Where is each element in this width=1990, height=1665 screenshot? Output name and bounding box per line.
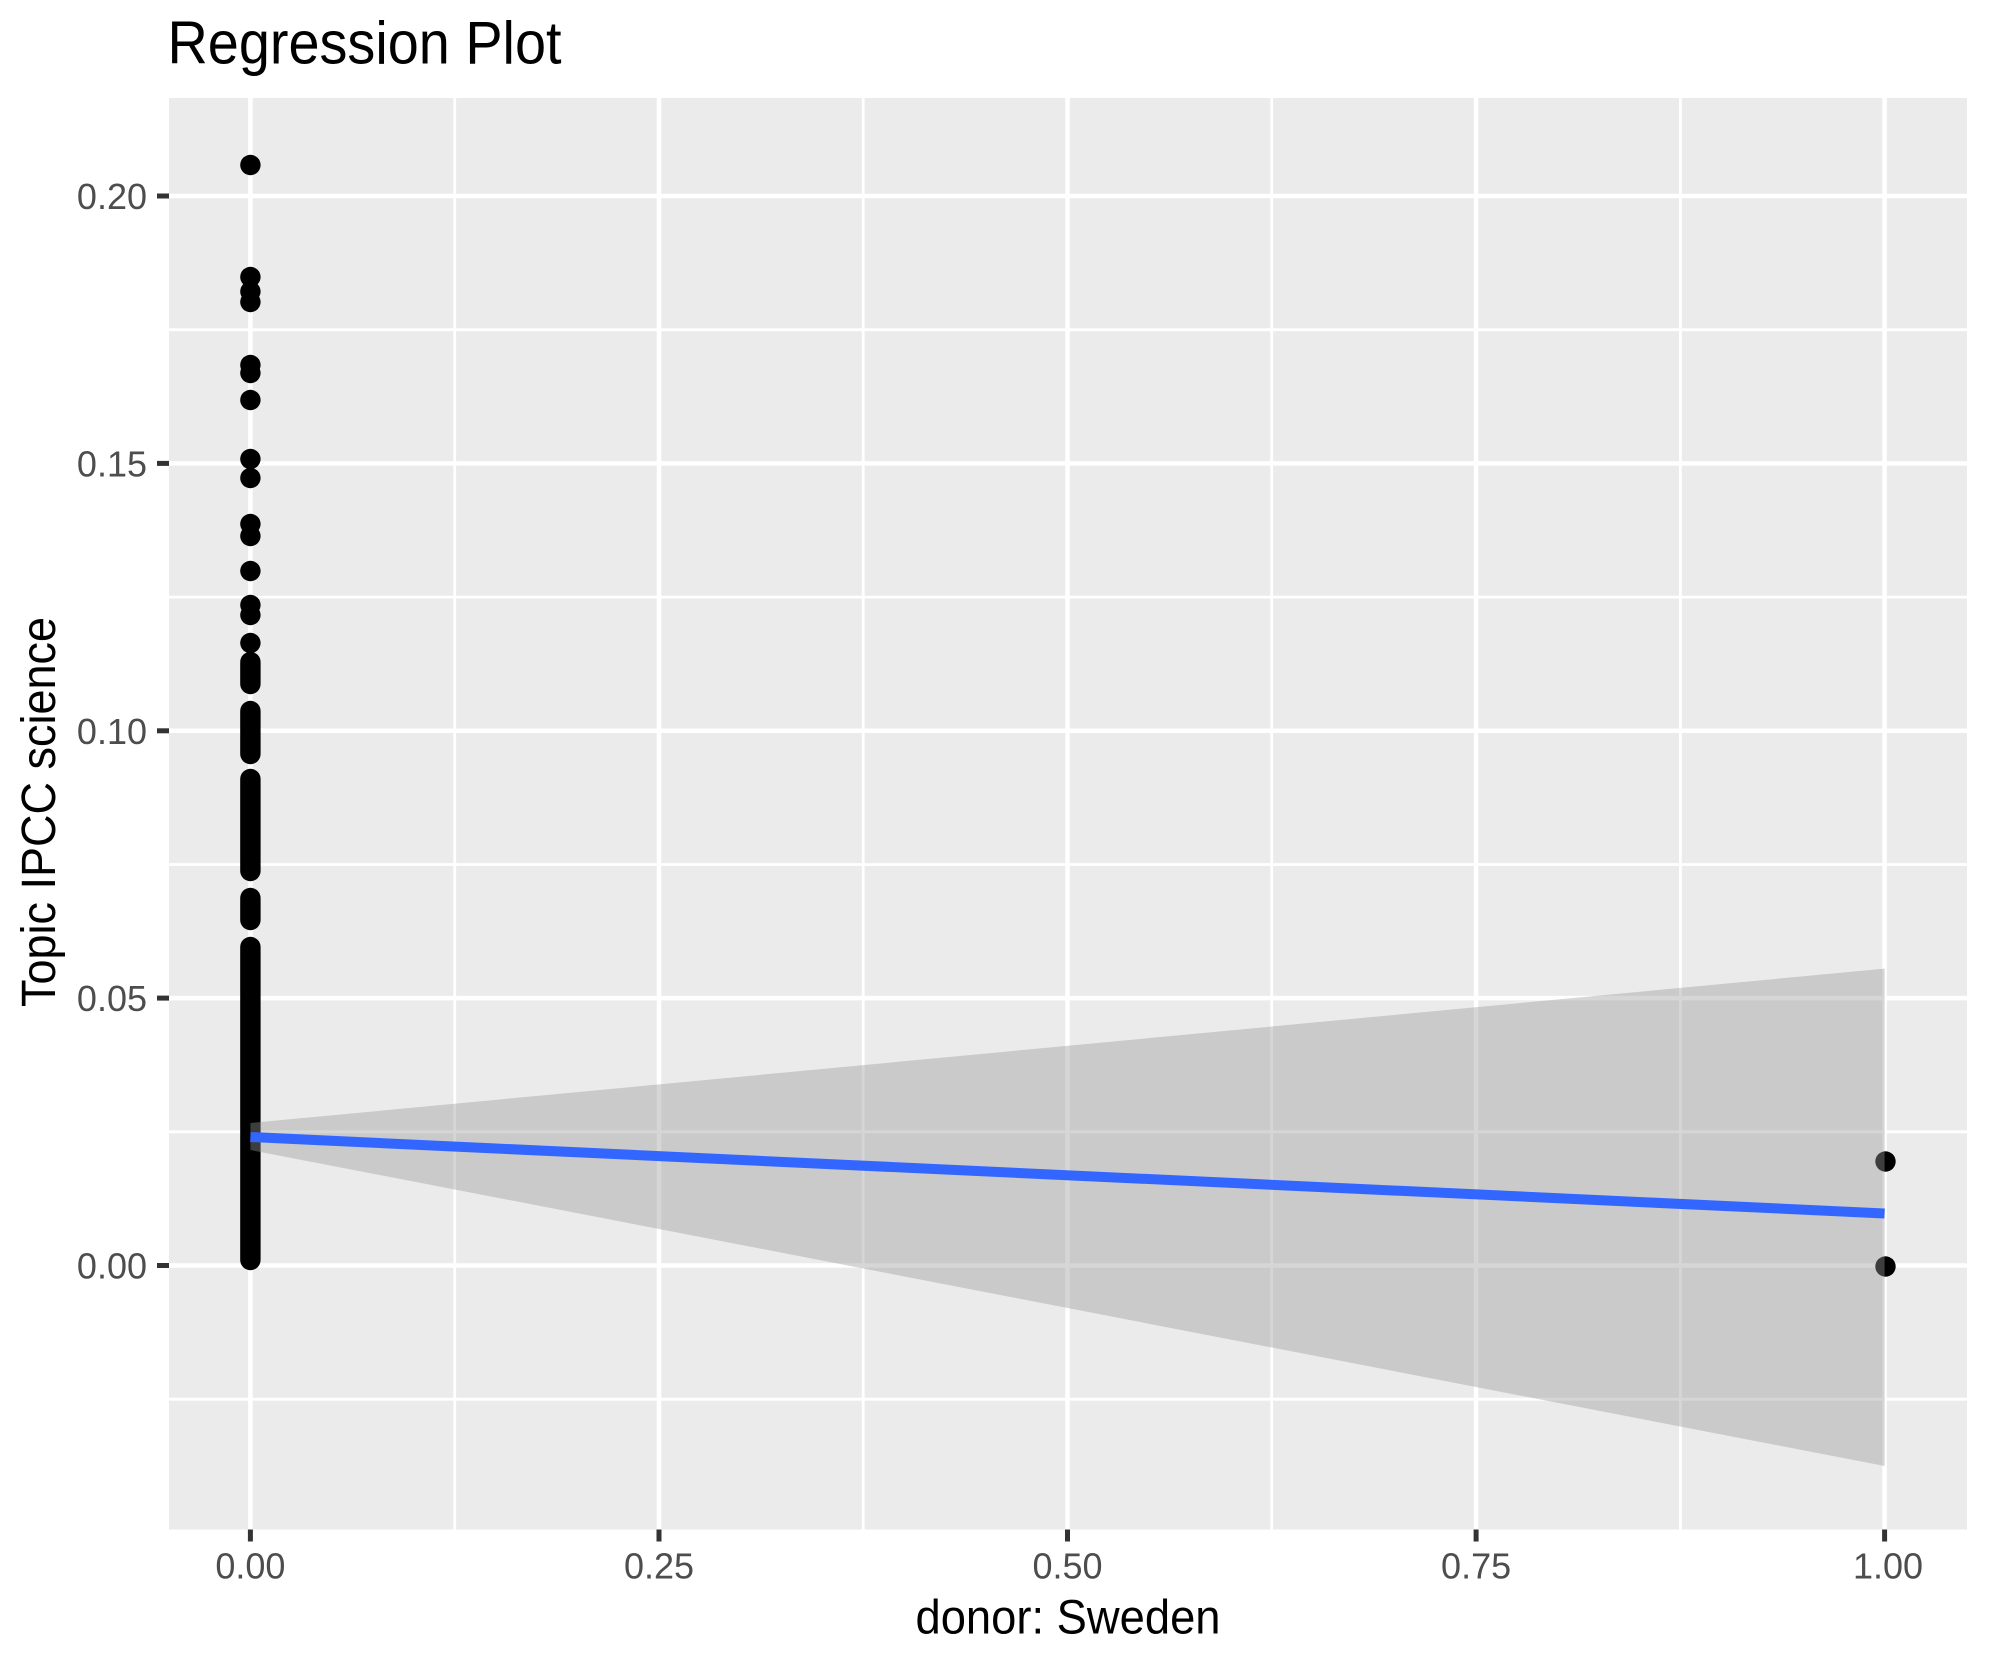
svg-text:0.50: 0.50 [1032,1546,1102,1587]
svg-text:0.20: 0.20 [77,176,147,217]
svg-text:0.00: 0.00 [215,1546,285,1587]
svg-text:0.25: 0.25 [624,1546,694,1587]
svg-text:donor: Sweden: donor: Sweden [916,1592,1221,1645]
svg-text:0.00: 0.00 [77,1246,147,1287]
svg-text:0.10: 0.10 [77,711,147,752]
svg-text:Regression Plot: Regression Plot [168,10,562,77]
svg-text:1.00: 1.00 [1853,1546,1923,1587]
svg-text:0.15: 0.15 [77,444,147,485]
svg-text:0.05: 0.05 [77,978,147,1019]
svg-text:0.75: 0.75 [1441,1546,1511,1587]
svg-text:Topic IPCC science: Topic IPCC science [13,617,66,1007]
